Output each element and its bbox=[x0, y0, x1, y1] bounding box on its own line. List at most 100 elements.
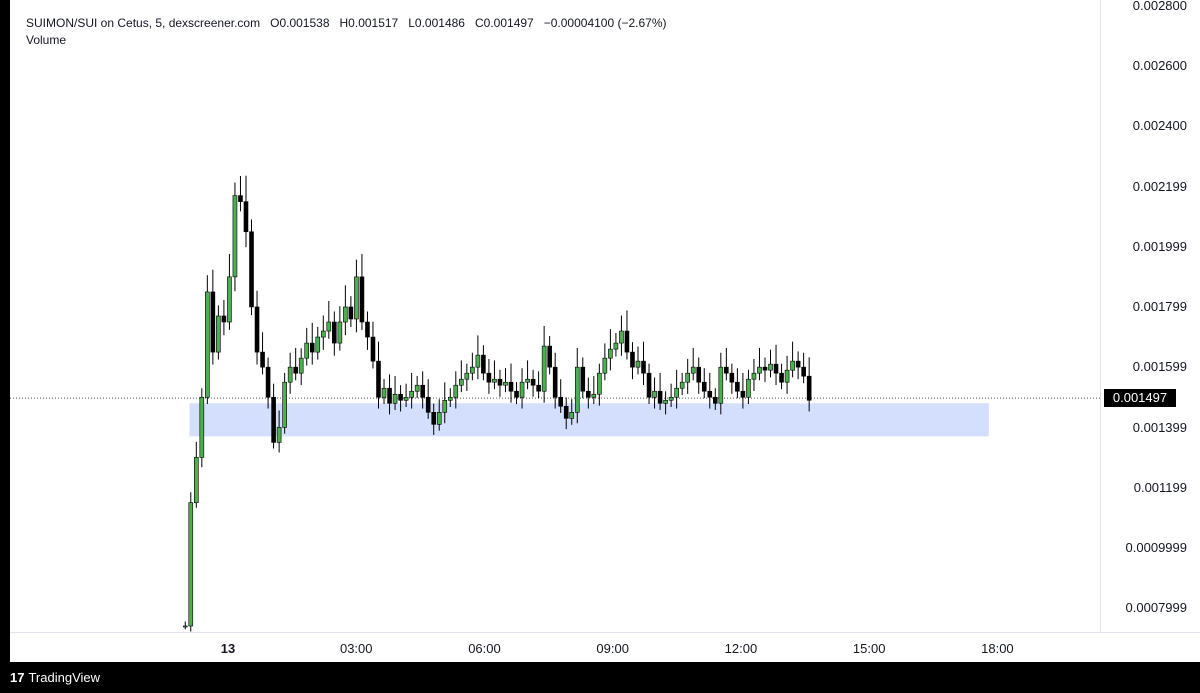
candle-body-up bbox=[519, 381, 525, 398]
candle bbox=[563, 397, 569, 430]
candle bbox=[784, 355, 790, 394]
candle-body-down bbox=[801, 366, 806, 377]
candle-body-up bbox=[591, 393, 597, 398]
candle-body-up bbox=[315, 336, 321, 353]
legend-symbol: SUIMON/SUI on Cetus, 5, dexscreener.com bbox=[26, 16, 261, 30]
candle bbox=[354, 259, 359, 333]
candle bbox=[608, 329, 613, 371]
candle-body-down bbox=[724, 366, 729, 374]
candle bbox=[271, 383, 276, 449]
candle-body-down bbox=[630, 351, 635, 368]
time-axis[interactable]: 13 03:00 06:00 09:00 12:00 15:00 18:00 bbox=[10, 632, 1200, 663]
candle-body-down bbox=[249, 231, 254, 308]
candle-body-up bbox=[602, 357, 608, 374]
candle bbox=[558, 379, 563, 413]
candle bbox=[635, 346, 641, 375]
chart-area[interactable]: SUIMON/SUI on Cetus, 5, dexscreener.com … bbox=[10, 0, 1100, 632]
candle bbox=[464, 363, 470, 391]
candle bbox=[580, 357, 586, 399]
candle-body-up bbox=[635, 360, 641, 368]
time-tick-label: 13 bbox=[220, 641, 236, 656]
candle-body-up bbox=[652, 390, 657, 398]
candle-body-down bbox=[657, 390, 663, 404]
price-axis[interactable]: 0.002800 0.002600 0.002400 0.002199 0.001999… bbox=[1100, 0, 1200, 632]
candle-body-up bbox=[343, 306, 348, 323]
candle bbox=[674, 369, 679, 409]
candle-body-up bbox=[403, 396, 409, 401]
candle-body-up bbox=[414, 384, 420, 392]
candle bbox=[315, 326, 321, 360]
candle bbox=[227, 254, 232, 330]
candle-body-down bbox=[586, 390, 591, 398]
candle bbox=[762, 357, 768, 383]
candle-body-up bbox=[790, 360, 795, 371]
candle-body-up bbox=[685, 372, 690, 383]
candle bbox=[602, 343, 608, 381]
candle-body-up bbox=[193, 457, 199, 503]
candle bbox=[652, 377, 657, 409]
candle-body-down bbox=[641, 360, 646, 374]
candle bbox=[773, 344, 779, 386]
candle-body-down bbox=[646, 372, 652, 398]
candle bbox=[304, 327, 310, 366]
candle-body-down bbox=[243, 201, 249, 233]
price-tick-label: 0.002600 bbox=[1132, 58, 1187, 74]
candle bbox=[459, 360, 464, 393]
candle bbox=[547, 336, 552, 375]
candle bbox=[238, 176, 243, 212]
candle-body-down bbox=[563, 405, 569, 419]
candle-body-up bbox=[608, 348, 613, 359]
tradingview-logo[interactable]: 17 TradingView bbox=[10, 670, 100, 685]
candle-body-up bbox=[447, 396, 453, 401]
candle-body-up bbox=[304, 342, 310, 359]
candle-body-down bbox=[387, 387, 392, 404]
time-tick-label: 09:00 bbox=[596, 641, 629, 656]
candle bbox=[690, 347, 696, 381]
candle-body-up bbox=[392, 393, 398, 404]
legend-volume: Volume bbox=[26, 33, 67, 47]
candle bbox=[216, 305, 221, 360]
candle-body-down bbox=[238, 195, 243, 202]
candle-body-up bbox=[574, 366, 580, 413]
candle-body-up bbox=[525, 378, 530, 383]
candle-body-down bbox=[359, 276, 365, 323]
candle-body-down bbox=[729, 372, 735, 383]
candle bbox=[249, 219, 254, 316]
candle bbox=[348, 296, 354, 327]
candle bbox=[519, 368, 525, 409]
candle-body-down bbox=[370, 336, 376, 362]
candle-body-up bbox=[674, 387, 679, 398]
candle bbox=[541, 325, 547, 403]
candle-body-down bbox=[779, 372, 784, 383]
candle bbox=[453, 371, 459, 409]
candle bbox=[414, 375, 420, 399]
candle bbox=[679, 372, 685, 396]
candle bbox=[425, 379, 431, 419]
candle bbox=[718, 352, 724, 415]
candle bbox=[586, 377, 591, 409]
candle bbox=[376, 341, 381, 409]
candle bbox=[343, 285, 348, 336]
candle-body-down bbox=[425, 396, 431, 413]
candle bbox=[403, 383, 409, 407]
candle bbox=[497, 369, 503, 397]
candle-body-down bbox=[795, 360, 801, 368]
candle-body-up bbox=[475, 354, 481, 368]
price-tick-label: 0.0009999 bbox=[1125, 539, 1187, 555]
candle-body-up bbox=[464, 372, 470, 380]
time-tick-label: 03:00 bbox=[339, 641, 373, 656]
candle-body-up bbox=[205, 291, 210, 398]
candle bbox=[365, 311, 370, 350]
candle-body-down bbox=[221, 315, 227, 323]
candle bbox=[646, 363, 652, 405]
price-chart[interactable] bbox=[10, 0, 1100, 632]
chart-legend: SUIMON/SUI on Cetus, 5, dexscreener.com … bbox=[26, 16, 667, 47]
candle bbox=[795, 351, 801, 380]
candle-body-down bbox=[431, 412, 437, 425]
candle-body-down bbox=[696, 366, 702, 383]
candle-body-down bbox=[552, 366, 558, 398]
candle bbox=[370, 321, 376, 369]
candle bbox=[193, 441, 199, 508]
candle-body-up bbox=[182, 625, 188, 628]
candle bbox=[525, 360, 530, 390]
